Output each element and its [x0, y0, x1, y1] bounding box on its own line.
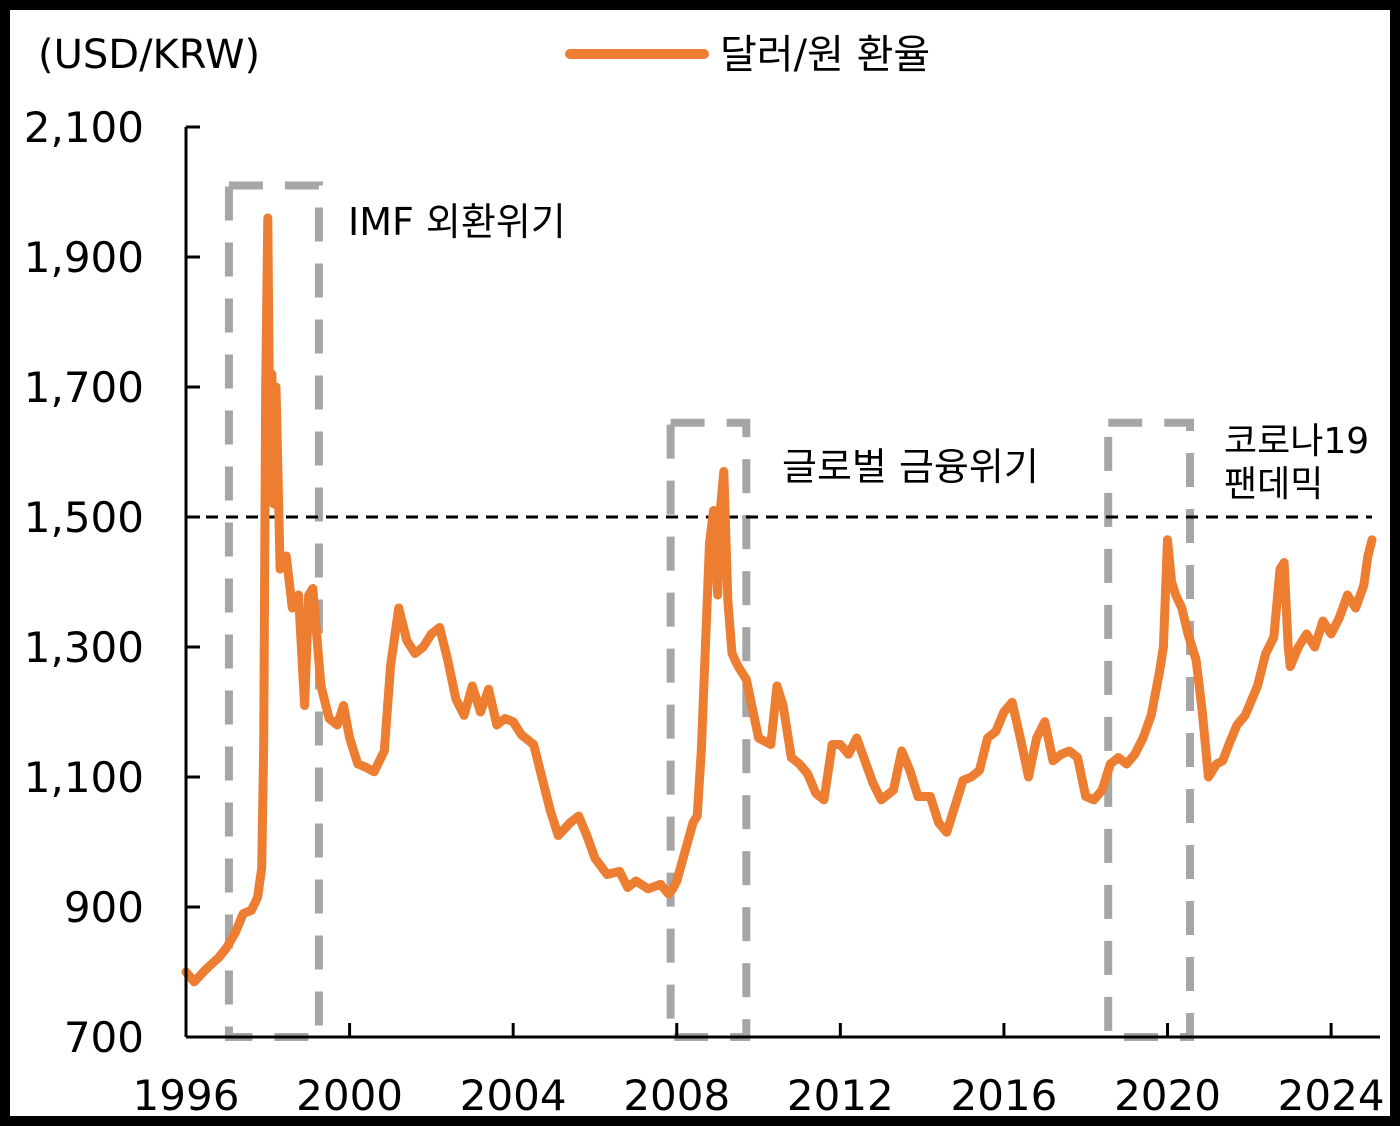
series-layer [181, 213, 1377, 987]
y-tick-label: 1,900 [24, 233, 144, 282]
y-tick-label: 1,500 [24, 493, 144, 542]
y-tick-label: 1,300 [24, 623, 144, 672]
chart-frame: 700 900 1,100 1,300 1,500 1,700 1,900 2,100 199… [10, 10, 1390, 1120]
series-line-usd-krw [181, 213, 1377, 987]
x-tick-label: 2024 [1278, 1071, 1385, 1116]
y-axis-ticks: 700 900 1,100 1,300 1,500 1,700 1,900 2,100 [24, 103, 200, 1062]
y-tick-label: 700 [64, 1013, 144, 1062]
annotation-covid19-line2: 팬데믹 [1224, 464, 1323, 505]
legend: 달러/원 환율 [565, 32, 930, 78]
line-chart: 700 900 1,100 1,300 1,500 1,700 1,900 2,100 199… [24, 32, 1385, 1120]
x-tick-label: 2004 [460, 1071, 567, 1116]
highlight-box-2 [666, 418, 751, 1041]
y-tick-label: 2,100 [24, 103, 144, 152]
x-tick-label: 2000 [296, 1071, 403, 1116]
annotation-global-financial-crisis: 글로벌 금융위기 [782, 445, 1039, 489]
x-tick-label: 2012 [787, 1071, 894, 1116]
y-tick-label: 1,100 [24, 753, 144, 802]
y-axis-unit-label: (USD/KRW) [38, 32, 260, 78]
legend-label: 달러/원 환율 [720, 32, 930, 78]
annotation-imf-crisis: IMF 외환위기 [348, 200, 566, 244]
x-tick-label: 2020 [1114, 1071, 1221, 1116]
x-tick-label: 1996 [133, 1071, 240, 1116]
x-tick-label: 2008 [623, 1071, 730, 1116]
x-tick-label: 2016 [950, 1071, 1057, 1116]
x-axis-ticks: 1996 2000 2004 2008 2012 2016 2020 2024 [133, 1023, 1385, 1120]
y-tick-label: 1,700 [24, 363, 144, 412]
annotation-covid19-line1: 코로나19 [1224, 421, 1369, 462]
y-tick-label: 900 [64, 883, 144, 932]
